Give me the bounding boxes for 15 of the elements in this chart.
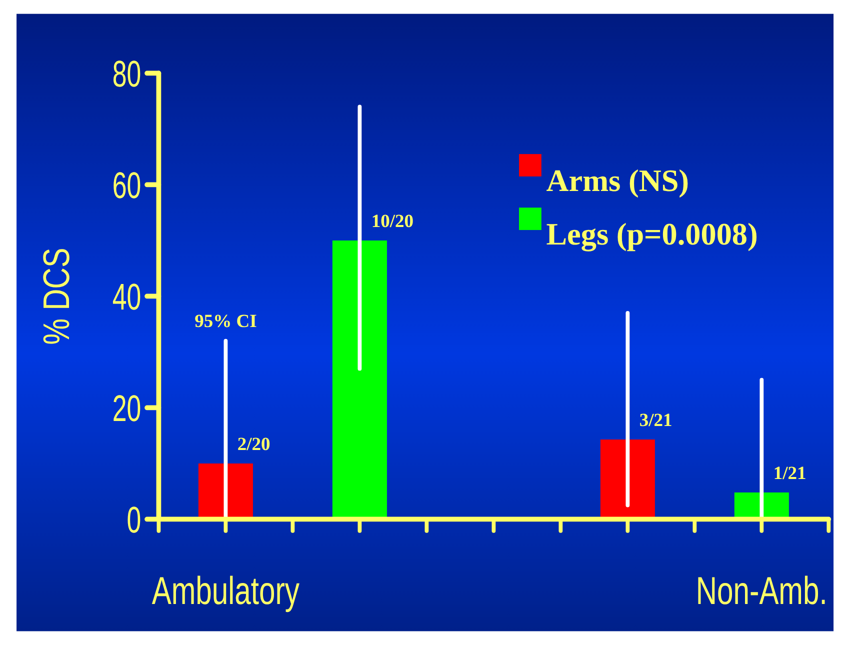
data-label: 1/21 xyxy=(773,464,806,484)
data-label: 10/20 xyxy=(371,212,414,232)
x-tick-label: Non-Amb. xyxy=(696,570,828,613)
annotation: 95% CI xyxy=(194,312,257,332)
legend-label: Arms (NS) xyxy=(546,163,690,198)
y-axis-title: % DCS xyxy=(37,248,78,345)
y-tick-label: 0 xyxy=(126,498,142,541)
y-tick-label: 40 xyxy=(112,276,142,318)
data-label: 2/20 xyxy=(237,434,270,455)
y-tick-label: 20 xyxy=(112,387,142,430)
data-label: 3/21 xyxy=(639,410,672,431)
y-tick-label: 60 xyxy=(112,164,142,206)
x-tick-label: Ambulatory xyxy=(152,570,300,613)
y-tick-label: 80 xyxy=(112,52,142,95)
legend-label: Legs (p=0.0008) xyxy=(546,216,758,252)
